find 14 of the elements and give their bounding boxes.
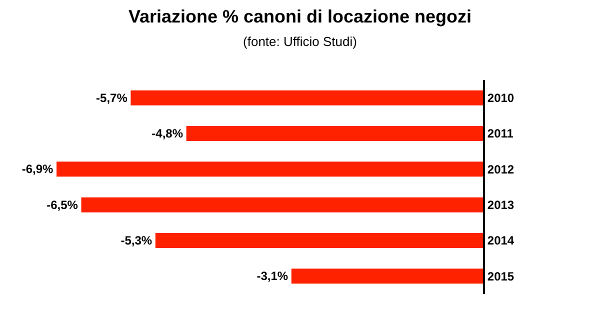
- data-label: -4,8%: [152, 126, 184, 140]
- y-tick-label: 2014: [487, 234, 514, 248]
- y-tick-label: 2012: [487, 162, 514, 176]
- y-tick-label: 2015: [487, 269, 514, 284]
- data-label: -3,1%: [256, 269, 288, 284]
- y-tick-label: 2013: [487, 198, 514, 212]
- data-label: -5,7%: [96, 90, 128, 105]
- data-label: -6,9%: [22, 162, 54, 176]
- data-label: -6,5%: [46, 198, 78, 212]
- y-tick-label: 2010: [487, 91, 514, 106]
- data-label: -5,3%: [120, 234, 152, 248]
- chart-subtitle: (fonte: Ufficio Studi): [243, 34, 357, 49]
- chart-title: Variazione % canoni di locazione negozi: [128, 6, 472, 27]
- y-tick-label: 2011: [487, 126, 514, 141]
